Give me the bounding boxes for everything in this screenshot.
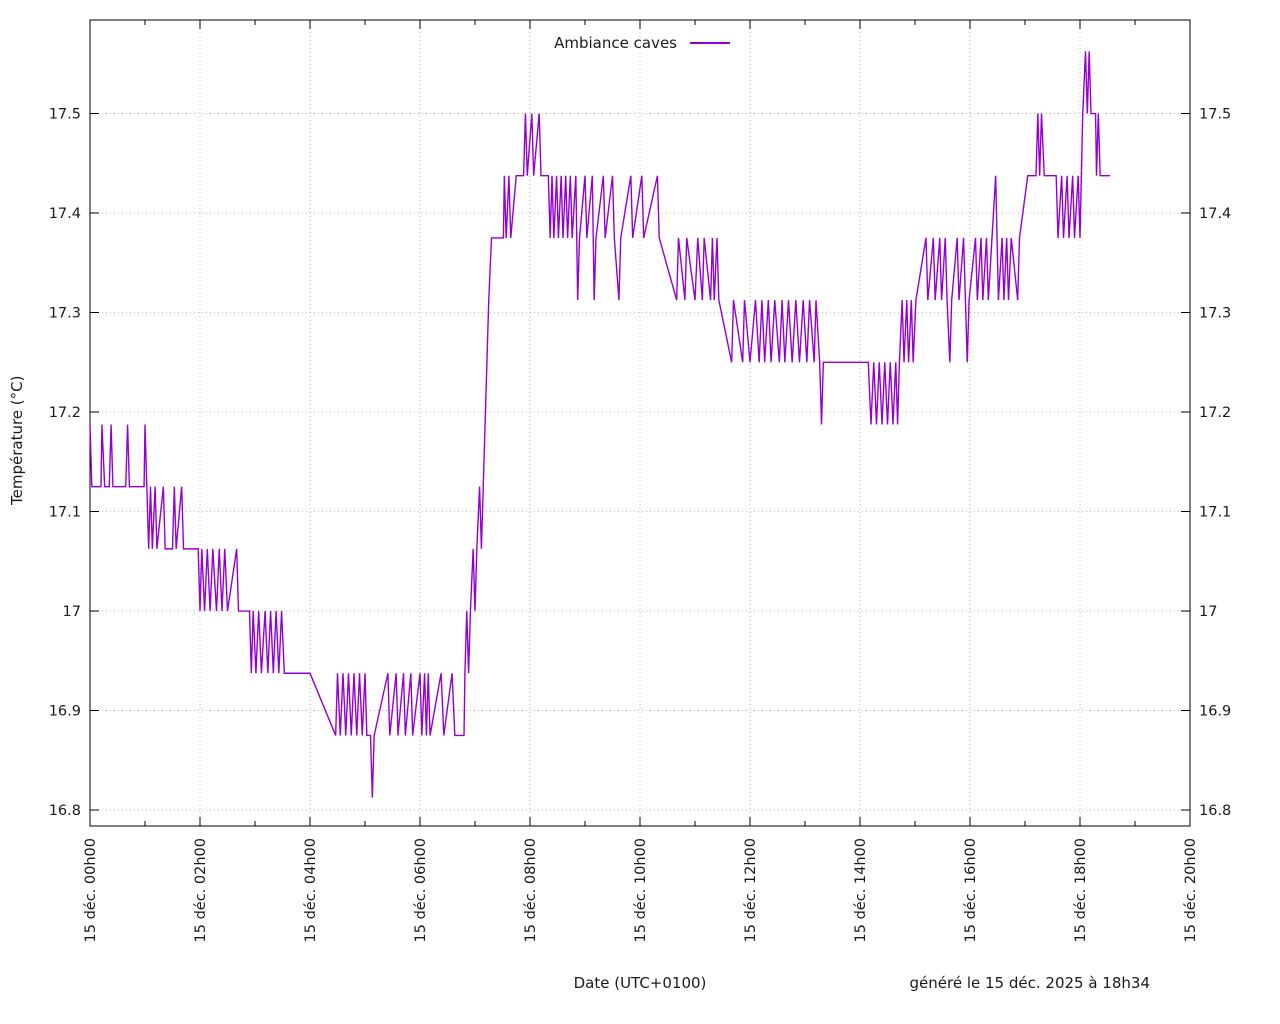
- x-tick-label: 15 déc. 18h00: [1073, 838, 1089, 942]
- x-tick-label: 15 déc. 00h00: [83, 838, 99, 942]
- legend-series-label: Ambiance caves: [554, 34, 677, 52]
- series-line: [89, 51, 1111, 798]
- x-tick-label: 15 déc. 12h00: [743, 838, 759, 942]
- x-tick-label: 15 déc. 14h00: [853, 838, 869, 942]
- x-tick-label: 15 déc. 04h00: [303, 838, 319, 942]
- y-tick-label-left: 17.3: [49, 306, 81, 322]
- x-tick-label: 15 déc. 16h00: [963, 838, 979, 942]
- y-tick-label-left: 17.2: [49, 405, 81, 421]
- y-tick-label-left: 17.4: [49, 206, 81, 222]
- y-tick-label-left: 17.5: [49, 107, 81, 123]
- x-tick-label: 15 déc. 20h00: [1183, 838, 1199, 942]
- x-tick-label: 15 déc. 10h00: [633, 838, 649, 942]
- x-tick-label: 15 déc. 08h00: [523, 838, 539, 942]
- y-tick-label-right: 17.3: [1199, 306, 1231, 322]
- y-tick-label-right: 16.8: [1199, 803, 1231, 819]
- x-axis-title: Date (UTC+0100): [573, 974, 707, 992]
- y-tick-label-left: 17: [63, 604, 81, 620]
- y-tick-label-right: 17.2: [1199, 405, 1231, 421]
- y-tick-label-right: 17.1: [1199, 505, 1231, 521]
- legend: Ambiance caves: [470, 33, 730, 53]
- generated-timestamp: généré le 15 déc. 2025 à 18h34: [909, 974, 1150, 992]
- x-tick-label: 15 déc. 02h00: [193, 838, 209, 942]
- y-tick-label-right: 17: [1199, 604, 1217, 620]
- y-tick-label-left: 17.1: [49, 505, 81, 521]
- y-tick-label-right: 17.5: [1199, 107, 1231, 123]
- legend-line-sample: [690, 42, 730, 44]
- y-tick-label-left: 16.9: [49, 704, 81, 720]
- x-tick-label: 15 déc. 06h00: [413, 838, 429, 942]
- y-tick-label-left: 16.8: [49, 803, 81, 819]
- y-tick-label-right: 16.9: [1199, 704, 1231, 720]
- y-axis-title: Température (°C): [8, 375, 26, 505]
- y-tick-label-right: 17.4: [1199, 206, 1231, 222]
